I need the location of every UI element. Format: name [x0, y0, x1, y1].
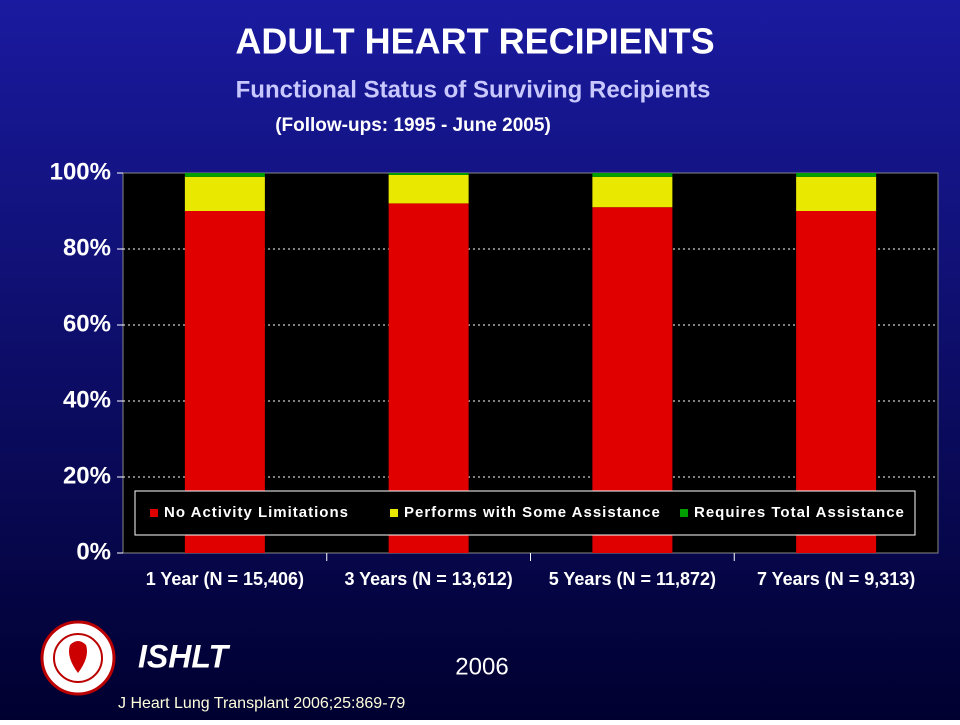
y-tick-label: 20%	[63, 462, 111, 489]
x-tick-label: 1 Year (N = 15,406)	[146, 569, 304, 589]
bar-segment	[184, 176, 265, 211]
y-tick-label: 40%	[63, 386, 111, 413]
legend-swatch	[680, 509, 688, 517]
y-tick-label: 0%	[76, 538, 111, 565]
x-tick-label: 5 Years (N = 11,872)	[549, 569, 716, 589]
y-tick-label: 80%	[63, 234, 111, 261]
bar-segment	[388, 173, 469, 175]
year-label: 2006	[455, 653, 508, 680]
legend-label: Performs with Some Assistance	[404, 504, 661, 521]
chart-subtitle: Functional Status of Surviving Recipient…	[236, 76, 711, 103]
bar-segment	[796, 176, 877, 211]
chart-note: (Follow-ups: 1995 - June 2005)	[275, 115, 551, 136]
bar-segment	[592, 173, 673, 177]
y-tick-label: 60%	[63, 310, 111, 337]
bar-segment	[388, 174, 469, 204]
y-tick-label: 100%	[50, 158, 111, 185]
legend-swatch	[150, 509, 158, 517]
x-tick-label: 3 Years (N = 13,612)	[344, 569, 512, 589]
legend-box	[134, 490, 916, 536]
bar-segment	[796, 173, 877, 177]
bar-segment	[184, 173, 265, 177]
logo	[40, 620, 116, 696]
org-label: ISHLT	[138, 638, 231, 674]
legend-label: No Activity Limitations	[164, 504, 349, 521]
legend-swatch	[390, 509, 398, 517]
legend-label: Requires Total Assistance	[694, 504, 905, 521]
bar-segment	[592, 176, 673, 208]
citation: J Heart Lung Transplant 2006;25:869-79	[118, 695, 405, 712]
x-tick-label: 7 Years (N = 9,313)	[757, 569, 915, 589]
chart-title: ADULT HEART RECIPIENTS	[235, 21, 714, 62]
